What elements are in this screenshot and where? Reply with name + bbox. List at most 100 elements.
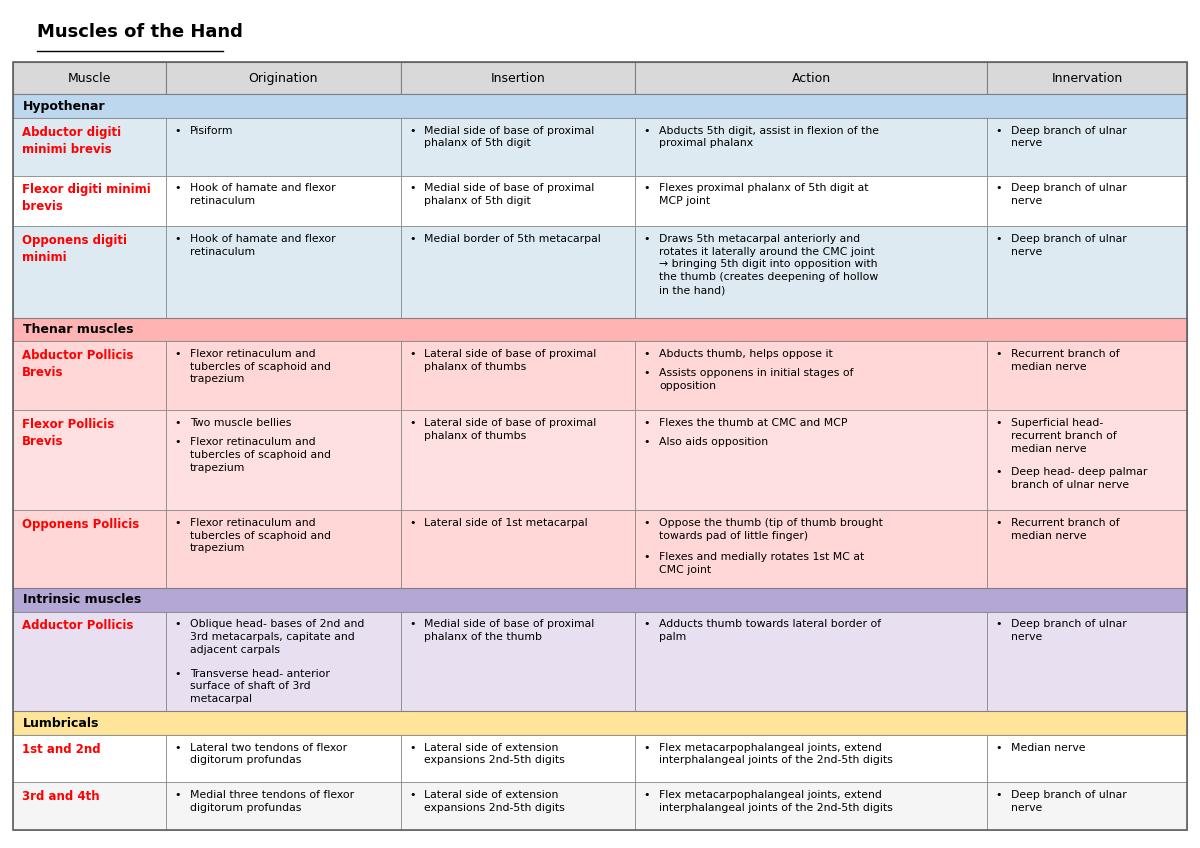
Text: Abducts thumb, helps oppose it: Abducts thumb, helps oppose it (659, 349, 833, 359)
Text: •: • (643, 518, 650, 527)
Text: •: • (996, 518, 1002, 527)
Text: •: • (174, 438, 181, 448)
Text: •: • (643, 349, 650, 359)
Text: Adductor Pollicis: Adductor Pollicis (22, 619, 133, 633)
Text: Action: Action (792, 72, 830, 85)
Bar (401, 735, 635, 783)
Text: •: • (996, 234, 1002, 244)
Bar (635, 118, 988, 176)
Text: Muscles of the Hand: Muscles of the Hand (37, 23, 244, 41)
Bar (13, 735, 166, 783)
Bar (401, 783, 635, 829)
Text: •: • (409, 349, 415, 359)
Text: Deep head- deep palmar
branch of ulnar nerve: Deep head- deep palmar branch of ulnar n… (1012, 467, 1147, 490)
Bar (166, 118, 401, 176)
Text: •: • (174, 418, 181, 428)
Text: Flexes proximal phalanx of 5th digit at
MCP joint: Flexes proximal phalanx of 5th digit at … (659, 183, 869, 206)
Text: Oblique head- bases of 2nd and
3rd metacarpals, capitate and
adjacent carpals: Oblique head- bases of 2nd and 3rd metac… (190, 619, 365, 655)
Bar (988, 735, 1187, 783)
Text: •: • (643, 234, 650, 244)
Text: •: • (996, 743, 1002, 753)
Text: Opponens digiti
minimi: Opponens digiti minimi (22, 234, 127, 264)
Text: Abductor Pollicis
Brevis: Abductor Pollicis Brevis (22, 349, 133, 379)
Text: •: • (174, 126, 181, 136)
Bar (401, 176, 635, 226)
Text: Draws 5th metacarpal anteriorly and
rotates it laterally around the CMC joint
→ : Draws 5th metacarpal anteriorly and rota… (659, 234, 878, 295)
Text: Flexor Pollicis
Brevis: Flexor Pollicis Brevis (22, 418, 114, 448)
Text: •: • (996, 183, 1002, 193)
Text: Lumbricals: Lumbricals (23, 717, 100, 730)
Text: Flexor retinaculum and
tubercles of scaphoid and
trapezium: Flexor retinaculum and tubercles of scap… (190, 438, 331, 473)
Text: •: • (409, 418, 415, 428)
Text: •: • (174, 790, 181, 800)
Bar (401, 118, 635, 176)
Text: Assists opponens in initial stages of
opposition: Assists opponens in initial stages of op… (659, 368, 853, 391)
Bar (401, 341, 635, 410)
Text: Flexor digiti minimi
brevis: Flexor digiti minimi brevis (22, 183, 150, 213)
Bar (166, 341, 401, 410)
Text: •: • (174, 668, 181, 678)
Text: •: • (996, 418, 1002, 428)
Bar (401, 510, 635, 588)
Bar (635, 611, 988, 711)
Text: Two muscle bellies: Two muscle bellies (190, 418, 292, 428)
Text: Innervation: Innervation (1051, 72, 1122, 85)
Text: •: • (174, 518, 181, 527)
Text: •: • (996, 790, 1002, 800)
Text: Flex metacarpophalangeal joints, extend
interphalangeal joints of the 2nd-5th di: Flex metacarpophalangeal joints, extend … (659, 790, 893, 812)
Bar (13, 176, 166, 226)
Text: •: • (643, 418, 650, 428)
Text: Oppose the thumb (tip of thumb brought
towards pad of little finger): Oppose the thumb (tip of thumb brought t… (659, 518, 883, 541)
Bar (13, 62, 166, 94)
Text: Transverse head- anterior
surface of shaft of 3rd
metacarpal: Transverse head- anterior surface of sha… (190, 668, 330, 704)
Text: Thenar muscles: Thenar muscles (23, 323, 133, 336)
Text: Pisiform: Pisiform (190, 126, 233, 136)
Text: Recurrent branch of
median nerve: Recurrent branch of median nerve (1012, 518, 1120, 541)
Bar (166, 735, 401, 783)
Text: Also aids opposition: Also aids opposition (659, 438, 768, 448)
Text: 3rd and 4th: 3rd and 4th (22, 790, 100, 803)
Text: •: • (643, 743, 650, 753)
Bar (401, 62, 635, 94)
Bar (166, 226, 401, 317)
Text: •: • (996, 126, 1002, 136)
Text: Recurrent branch of
median nerve: Recurrent branch of median nerve (1012, 349, 1120, 371)
Bar (13, 317, 1187, 341)
Bar (13, 94, 1187, 118)
Bar (401, 410, 635, 510)
Text: Adducts thumb towards lateral border of
palm: Adducts thumb towards lateral border of … (659, 619, 881, 642)
Text: Hook of hamate and flexor
retinaculum: Hook of hamate and flexor retinaculum (190, 183, 336, 206)
Bar (13, 410, 166, 510)
Bar (13, 510, 166, 588)
Bar (166, 611, 401, 711)
Text: •: • (996, 349, 1002, 359)
Text: Opponens Pollicis: Opponens Pollicis (22, 518, 139, 531)
Bar (988, 410, 1187, 510)
Text: Deep branch of ulnar
nerve: Deep branch of ulnar nerve (1012, 790, 1127, 812)
Text: Flexes and medially rotates 1st MC at
CMC joint: Flexes and medially rotates 1st MC at CM… (659, 552, 864, 575)
Text: Lateral side of base of proximal
phalanx of thumbs: Lateral side of base of proximal phalanx… (425, 418, 596, 441)
Bar (635, 226, 988, 317)
Text: •: • (174, 234, 181, 244)
Bar (635, 735, 988, 783)
Text: Deep branch of ulnar
nerve: Deep branch of ulnar nerve (1012, 126, 1127, 148)
Text: •: • (174, 349, 181, 359)
Text: Flex metacarpophalangeal joints, extend
interphalangeal joints of the 2nd-5th di: Flex metacarpophalangeal joints, extend … (659, 743, 893, 766)
Bar (13, 783, 166, 829)
Text: •: • (409, 790, 415, 800)
Text: •: • (643, 552, 650, 562)
Text: •: • (643, 126, 650, 136)
Text: Lateral side of base of proximal
phalanx of thumbs: Lateral side of base of proximal phalanx… (425, 349, 596, 371)
Bar (401, 611, 635, 711)
Bar (13, 118, 166, 176)
Text: Origination: Origination (248, 72, 318, 85)
Text: •: • (409, 619, 415, 629)
Text: •: • (174, 743, 181, 753)
Text: Medial three tendons of flexor
digitorum profundas: Medial three tendons of flexor digitorum… (190, 790, 354, 812)
Bar (166, 176, 401, 226)
Text: Hook of hamate and flexor
retinaculum: Hook of hamate and flexor retinaculum (190, 234, 336, 257)
Text: •: • (643, 183, 650, 193)
Text: Lateral two tendons of flexor
digitorum profundas: Lateral two tendons of flexor digitorum … (190, 743, 347, 766)
Bar (635, 410, 988, 510)
Text: Flexor retinaculum and
tubercles of scaphoid and
trapezium: Flexor retinaculum and tubercles of scap… (190, 349, 331, 384)
